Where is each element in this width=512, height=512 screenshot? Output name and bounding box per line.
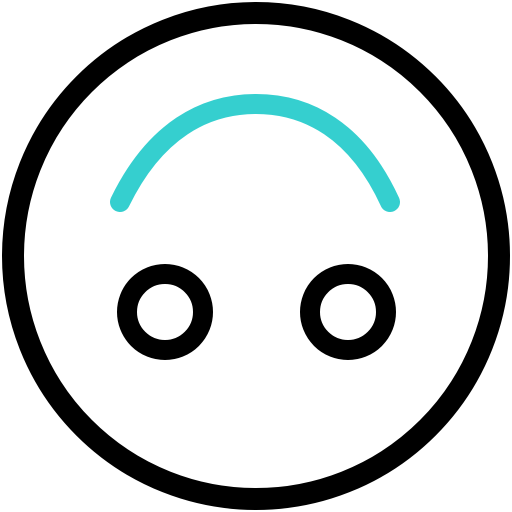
left-eye: [117, 264, 213, 360]
mouth-arc: [110, 93, 400, 212]
right-eye: [300, 264, 396, 360]
